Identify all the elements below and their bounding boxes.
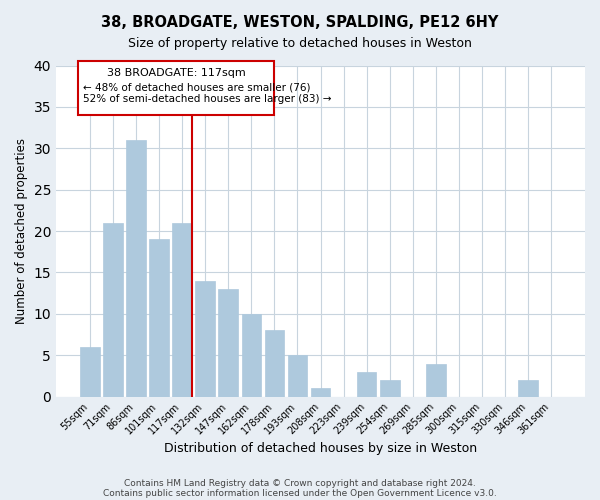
Bar — [426, 364, 446, 396]
Text: 52% of semi-detached houses are larger (83) →: 52% of semi-detached houses are larger (… — [83, 94, 331, 104]
Bar — [172, 223, 192, 396]
Y-axis label: Number of detached properties: Number of detached properties — [15, 138, 28, 324]
Bar — [218, 289, 238, 397]
Bar — [196, 281, 215, 396]
Bar — [357, 372, 376, 396]
Bar — [518, 380, 538, 396]
Bar — [380, 380, 400, 396]
Bar — [311, 388, 331, 396]
Bar — [80, 347, 100, 397]
Text: 38, BROADGATE, WESTON, SPALDING, PE12 6HY: 38, BROADGATE, WESTON, SPALDING, PE12 6H… — [101, 15, 499, 30]
Text: 38 BROADGATE: 117sqm: 38 BROADGATE: 117sqm — [107, 68, 246, 78]
Text: Size of property relative to detached houses in Weston: Size of property relative to detached ho… — [128, 38, 472, 51]
Text: Contains public sector information licensed under the Open Government Licence v3: Contains public sector information licen… — [103, 488, 497, 498]
Bar — [126, 140, 146, 396]
FancyBboxPatch shape — [79, 62, 274, 115]
Bar — [287, 356, 307, 397]
X-axis label: Distribution of detached houses by size in Weston: Distribution of detached houses by size … — [164, 442, 477, 455]
Bar — [103, 223, 123, 396]
Bar — [265, 330, 284, 396]
Text: ← 48% of detached houses are smaller (76): ← 48% of detached houses are smaller (76… — [83, 82, 310, 92]
Bar — [149, 240, 169, 396]
Bar — [242, 314, 261, 396]
Text: Contains HM Land Registry data © Crown copyright and database right 2024.: Contains HM Land Registry data © Crown c… — [124, 478, 476, 488]
